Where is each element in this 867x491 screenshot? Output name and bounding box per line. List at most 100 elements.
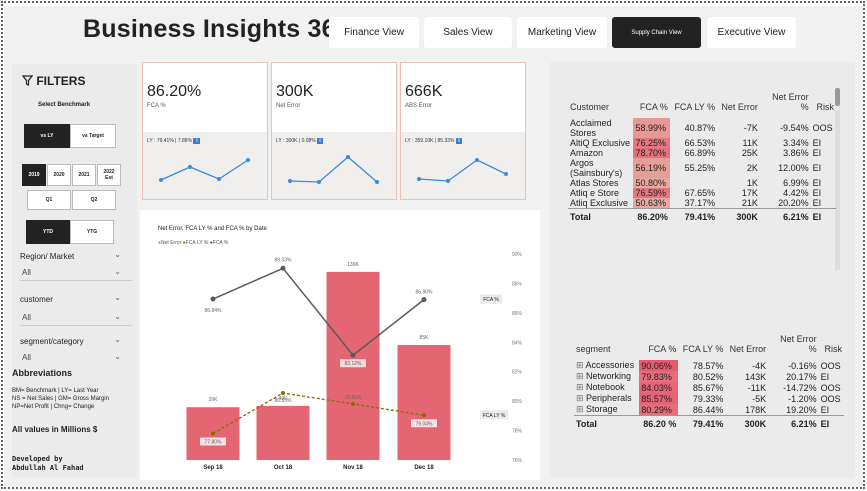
region-slicer-value[interactable]: All	[22, 268, 31, 277]
customer-row[interactable]: Atlas Stores 50.80% 1K 6.99% EI	[568, 178, 836, 188]
legend-fca-icon: ●	[209, 240, 213, 246]
expand-plus-icon[interactable]: ⊞	[576, 393, 587, 403]
segment-header-0[interactable]: segment	[576, 344, 611, 354]
expand-plus-icon[interactable]: ⊞	[576, 404, 587, 414]
customer-header-3[interactable]: Net Error	[721, 102, 758, 112]
segment-header-3[interactable]: Net Error	[729, 344, 767, 354]
fca-ly-pct-point	[351, 401, 355, 406]
arrow-up-icon: ⇧	[455, 138, 463, 144]
year-2021-button[interactable]: 2021	[72, 164, 96, 186]
nav-marketing-view[interactable]: Marketing View	[517, 17, 607, 48]
segment-header-5[interactable]: Risk	[824, 344, 843, 354]
expand-plus-icon[interactable]: ⊞	[576, 382, 587, 392]
expand-plus-icon[interactable]: ⊞	[576, 360, 586, 370]
kpi-card-fca: 86.20% FCA % LY : 79.41% | 7.88% ⇧	[142, 62, 268, 200]
fca-ly-pct-point	[422, 413, 426, 418]
ytg-button[interactable]: YTG	[70, 220, 114, 244]
net-error-bar	[397, 344, 451, 460]
customer-dropdown-chevron-icon[interactable]: ⌄	[114, 312, 121, 321]
customer-cell: EI	[812, 178, 822, 188]
scrollbar-track[interactable]	[835, 110, 840, 270]
nav-supply-chain-view[interactable]: Supply Chain View	[612, 17, 701, 48]
segment-header-2[interactable]: FCA LY %	[682, 344, 724, 354]
customer-header-5[interactable]: Risk	[816, 102, 835, 112]
abbreviations-title: Abbreviations	[12, 368, 73, 378]
kpi-card-top	[143, 63, 267, 132]
abbrev-line-3: NP=Net Profit | Chng= Change	[12, 404, 95, 410]
bar-data-label: 85K	[420, 335, 430, 341]
segment-cell: 80.52%	[692, 371, 724, 382]
nav-finance-view[interactable]: Finance View	[329, 17, 419, 48]
segment-row[interactable]: ⊞ Notebook 84.03% 85.67% -11K -14.72% OOS	[574, 382, 844, 393]
customer-cell: 3.34%	[783, 138, 809, 148]
customer-header-1[interactable]: FCA %	[639, 102, 668, 112]
region-dropdown-chevron-icon[interactable]: ⌄	[114, 267, 121, 276]
customer-row[interactable]: AltiQ Exclusive 76.25% 66.53% 11K 3.34% EI	[568, 138, 836, 148]
segment-cell: 178K	[745, 404, 767, 415]
customer-row[interactable]: Atliq Exclusive 50.63% 37.17% 21K 20.20% EI	[568, 198, 836, 209]
segment-row[interactable]: ⊞ Storage 80.29% 86.44% 178K 19.20% EI	[574, 404, 844, 416]
bar-data-label: 139K	[347, 262, 359, 268]
segment-header-4[interactable]: Net Error %	[780, 334, 817, 354]
vs-ly-button[interactable]: vs LY	[24, 124, 70, 148]
customer-cell: 12.00%	[778, 163, 809, 173]
scrollbar-thumb[interactable]	[835, 88, 840, 106]
segment-cell: OOS	[820, 382, 841, 393]
segment-dropdown-chevron-icon[interactable]: ⌄	[114, 352, 121, 361]
customer-cell: Atliq e Store	[570, 188, 620, 198]
nav-executive-view[interactable]: Executive View	[707, 17, 796, 48]
year-2020-button[interactable]: 2020	[47, 164, 71, 186]
segment-cell: OOS	[820, 393, 841, 404]
segment-chevron-icon[interactable]: ⌄	[114, 335, 121, 344]
ytd-button[interactable]: YTD	[26, 220, 70, 244]
segment-row[interactable]: ⊞ Peripherals 85.57% 79.33% -5K -1.20% OOS	[574, 393, 844, 404]
customer-row[interactable]: Argos (Sainsbury's) 56.19% 55.25% 2K 12.00% E…	[568, 158, 836, 178]
segment-header-1[interactable]: FCA %	[648, 344, 677, 354]
customer-cell: EI	[812, 138, 822, 148]
kpi-value: 666K	[405, 83, 443, 100]
q1-button[interactable]: Q1	[27, 190, 71, 210]
fca-ly-data-label: 80.55%	[275, 398, 293, 404]
customer-cell: -9.54%	[780, 123, 809, 133]
y-axis-tick-label: 82%	[512, 370, 523, 376]
expand-plus-icon[interactable]: ⊞	[576, 371, 587, 381]
customer-row[interactable]: Atliq e Store 76.59% 67.65% 17K 4.42% EI	[568, 188, 836, 198]
fca-ly-data-label: 77.80%	[205, 440, 223, 446]
y-axis-tick-label: 90%	[512, 252, 523, 258]
customer-chevron-icon[interactable]: ⌄	[114, 293, 121, 302]
label-background	[340, 359, 366, 368]
customer-cell: EI	[812, 148, 822, 158]
customer-cell: Atliq Exclusive	[570, 198, 629, 208]
y-axis-tick-label: 88%	[512, 281, 523, 287]
customer-header-4[interactable]: Net Error %	[772, 92, 809, 112]
segment-row[interactable]: ⊞ Accessories 90.06% 78.57% -4K -0.16% OOS	[574, 360, 844, 371]
fca-pct-data-label: 83.12%	[345, 361, 363, 367]
year-2022-est-button[interactable]: 2022 Est	[97, 164, 121, 186]
nav-sales-view[interactable]: Sales View	[424, 17, 512, 48]
customer-slicer-value[interactable]: All	[22, 313, 31, 322]
vs-target-button[interactable]: vs Target	[70, 124, 116, 148]
millions-note: All values in Millions $	[12, 425, 98, 434]
segment-slicer-value[interactable]: All	[22, 353, 31, 362]
kpi-sparkline	[159, 158, 250, 182]
region-chevron-icon[interactable]: ⌄	[114, 250, 121, 259]
customer-cell: AltiQ Exclusive	[570, 138, 631, 148]
segment-total-cell: 6.21%	[768, 415, 819, 429]
kpi-ly: LY : 300K | 0.08% ⇧	[276, 138, 324, 144]
customer-header-0[interactable]: Customer	[570, 102, 610, 112]
year-2019-button[interactable]: 2019	[22, 164, 46, 186]
customer-row[interactable]: Acclaimed Stores 58.99% 40.87% -7K -9.54% OOS	[568, 118, 836, 138]
segment-row[interactable]: ⊞ Networking 79.83% 80.52% 143K 20.17% EI	[574, 371, 844, 382]
y-axis-tick-label: 80%	[512, 399, 523, 405]
customer-cell: 6.99%	[783, 178, 809, 188]
kpi-ly-text: LY : 359.10K | 85.33%	[405, 138, 455, 144]
customer-cell: 76.25%	[633, 138, 670, 148]
customer-cell: EI	[812, 163, 822, 173]
q2-button[interactable]: Q2	[72, 190, 116, 210]
fca-tag-bg	[480, 294, 502, 304]
customer-row[interactable]: Amazon 78.70% 66.89% 25K 3.86% EI	[568, 148, 836, 158]
customer-cell: 40.87%	[684, 123, 716, 133]
customer-cell: 76.59%	[633, 188, 670, 198]
fca-pct-data-label: 86.94%	[205, 308, 223, 314]
customer-header-2[interactable]: FCA LY %	[674, 102, 716, 112]
